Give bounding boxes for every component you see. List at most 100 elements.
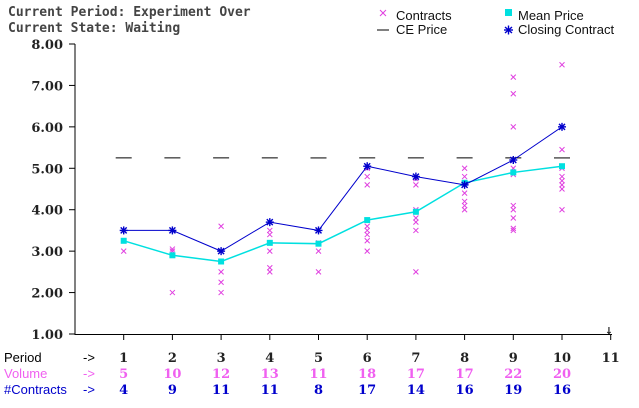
legend: Contracts Mean Price CE Price Closing Co… bbox=[377, 8, 614, 37]
contract-point bbox=[510, 124, 517, 130]
contracts-count-value: 9 bbox=[168, 383, 177, 398]
volume-row-arrow: -> bbox=[83, 366, 95, 381]
period-tick-label: 10 bbox=[553, 351, 571, 366]
contract-point bbox=[510, 215, 517, 221]
closing-contract-point bbox=[460, 180, 469, 189]
period-tick-label: 2 bbox=[168, 351, 177, 366]
contracts-count-value: 14 bbox=[407, 383, 425, 398]
volume-value: 13 bbox=[261, 367, 279, 382]
contract-point bbox=[413, 182, 419, 188]
closing-contract-point bbox=[509, 156, 518, 164]
contract-point bbox=[169, 289, 176, 296]
contract-point bbox=[413, 227, 419, 234]
volume-value: 10 bbox=[163, 367, 181, 382]
contract-point bbox=[559, 186, 565, 192]
contracts-count-value: 11 bbox=[212, 383, 230, 398]
mean-price-point bbox=[266, 239, 273, 246]
contract-point bbox=[364, 223, 371, 230]
volume-value: 22 bbox=[504, 367, 522, 382]
legend-contracts-marker bbox=[379, 9, 387, 17]
contract-point bbox=[461, 206, 468, 213]
contract-point bbox=[120, 248, 127, 254]
legend-closing-label: Closing Contract bbox=[518, 22, 614, 37]
contract-point bbox=[364, 182, 371, 188]
contracts-row-label: #Contracts bbox=[4, 382, 67, 397]
contract-point bbox=[266, 264, 273, 271]
mean-price-point bbox=[120, 237, 127, 244]
contract-point bbox=[559, 182, 565, 188]
contracts-count-value: 19 bbox=[504, 383, 522, 398]
closing-contract-line bbox=[123, 126, 563, 252]
contract-point bbox=[266, 248, 273, 254]
period-tick-label: 7 bbox=[411, 351, 420, 366]
contracts-count-value: 8 bbox=[314, 383, 323, 398]
volume-value: 18 bbox=[358, 367, 376, 382]
volume-value: 12 bbox=[212, 367, 230, 382]
period-tick-label: 3 bbox=[217, 351, 226, 366]
contract-point bbox=[461, 165, 468, 172]
closing-contract-point bbox=[363, 162, 372, 171]
contract-point bbox=[364, 237, 371, 244]
contracts-row-arrow: -> bbox=[83, 382, 95, 397]
x-axis-end-arrow: ↓ bbox=[605, 323, 613, 338]
contract-point bbox=[413, 219, 419, 225]
period-row-arrow: -> bbox=[83, 350, 95, 365]
period-tick-label: 8 bbox=[460, 351, 469, 366]
contract-point bbox=[266, 269, 273, 275]
period-row-label: Period bbox=[4, 350, 42, 365]
y-tick-label: 6.00 bbox=[31, 121, 63, 136]
contract-point bbox=[266, 227, 273, 234]
closing-contract-point bbox=[217, 247, 226, 256]
closing-contract-point bbox=[265, 218, 274, 227]
contract-point bbox=[218, 279, 224, 286]
contract-point bbox=[364, 248, 371, 254]
contract-point bbox=[364, 231, 371, 238]
x-tick-group: 1 2 3 4 5 6 7 8 9 10 11 bbox=[119, 334, 620, 366]
y-tick-label: 4.00 bbox=[31, 204, 63, 219]
contracts-count-values: 4 9 11 11 8 17 14 16 19 16 bbox=[119, 383, 571, 398]
current-period-label: Current Period: Experiment Over bbox=[8, 5, 251, 20]
mean-price-point bbox=[169, 252, 176, 259]
contract-point bbox=[559, 146, 565, 153]
contracts-count-value: 16 bbox=[553, 383, 571, 398]
period-tick-label: 4 bbox=[265, 351, 274, 366]
contract-point bbox=[559, 177, 565, 184]
contract-point bbox=[559, 206, 565, 213]
contracts-count-value: 4 bbox=[119, 383, 128, 398]
volume-value: 11 bbox=[309, 367, 327, 382]
contracts-count-value: 11 bbox=[261, 383, 279, 398]
legend-contracts-label: Contracts bbox=[396, 8, 452, 23]
y-tick-label: 7.00 bbox=[31, 79, 63, 94]
y-tick-label: 8.00 bbox=[31, 38, 63, 53]
mean-price-point bbox=[364, 217, 371, 224]
closing-contract-point bbox=[411, 172, 420, 181]
contract-point bbox=[315, 248, 322, 254]
period-tick-label: 5 bbox=[314, 351, 323, 366]
contract-point bbox=[510, 227, 517, 234]
contract-point bbox=[559, 173, 565, 180]
contract-point bbox=[218, 289, 224, 296]
volume-value: 20 bbox=[553, 367, 571, 382]
contracts-count-value: 16 bbox=[456, 383, 474, 398]
legend-ce-price-label: CE Price bbox=[396, 22, 447, 37]
y-tick-label: 5.00 bbox=[31, 162, 63, 177]
closing-contract-point bbox=[558, 122, 566, 131]
contract-point bbox=[510, 202, 517, 209]
contract-point bbox=[510, 206, 517, 213]
mean-price-line bbox=[123, 165, 563, 263]
mean-price-point bbox=[412, 208, 419, 215]
mean-price-point bbox=[218, 258, 225, 265]
contract-point bbox=[413, 215, 419, 221]
period-row: Period -> bbox=[4, 350, 95, 365]
contract-point bbox=[218, 269, 224, 275]
contract-point bbox=[510, 74, 517, 80]
contract-point bbox=[461, 198, 468, 205]
contract-point bbox=[315, 269, 322, 275]
contract-point bbox=[218, 223, 224, 230]
volume-row: Volume -> 5 10 12 13 11 18 17 17 22 20 bbox=[4, 366, 571, 382]
period-tick-label: 11 bbox=[602, 351, 620, 366]
volume-value: 17 bbox=[456, 367, 474, 382]
y-tick-label: 2.00 bbox=[31, 287, 63, 302]
